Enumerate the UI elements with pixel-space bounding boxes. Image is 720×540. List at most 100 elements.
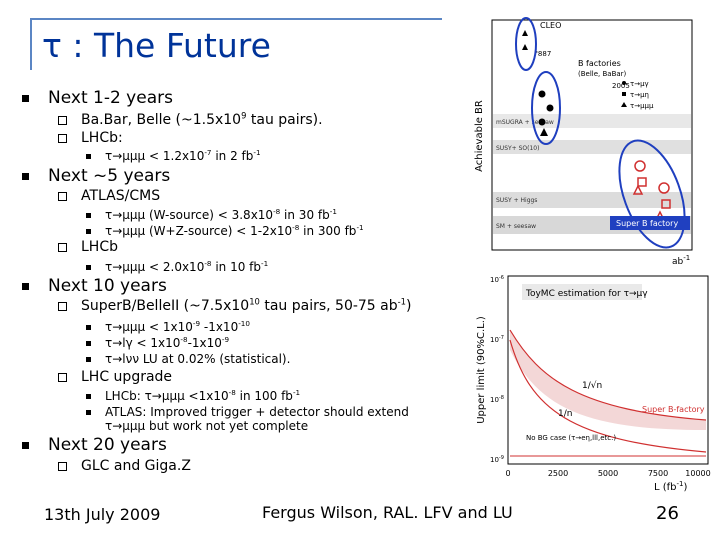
bullet-lhc-upgrade-atlas-cont: τ→μμμ but work not yet complete — [105, 419, 309, 433]
cleo-label: CLEO — [540, 21, 561, 30]
superb-marker — [637, 177, 647, 187]
bullet-square-icon — [22, 282, 29, 290]
bullet-small-square-icon — [86, 341, 91, 346]
cleo-ellipse — [515, 17, 537, 71]
bullet-glc-gigaz: GLC and Giga.Z — [58, 458, 191, 474]
bullet-hollow-square-icon — [58, 133, 67, 143]
x-tick-label: 5000 — [598, 469, 618, 478]
label-superb-factory: Super B-factory — [642, 405, 705, 414]
label-no-bg: No BG case (τ→eη,lll,etc.) — [526, 434, 616, 442]
bullet-small-square-icon — [86, 229, 91, 234]
bfactories-ellipse — [531, 71, 561, 145]
x-axis-label: L (fb-1) — [654, 480, 688, 493]
bullet-lhc-upgrade: LHC upgrade — [58, 369, 172, 385]
superb-banner — [610, 216, 690, 230]
model-label-sm-seesaw: SM + seesaw — [496, 223, 536, 230]
bullet-next-10-years: Next 10 years — [22, 276, 167, 296]
bullet-hollow-square-icon — [58, 191, 67, 201]
year-2005-label: 2005 — [612, 82, 630, 90]
superb-label: Super B factory — [616, 219, 678, 228]
bullet-superb-lgamma: τ→lγ < 1x10-8-1x10-9 — [86, 336, 229, 350]
y-tick-label: 10-8 — [490, 395, 504, 404]
bullet-small-square-icon — [86, 325, 91, 330]
y-tick-label: 10-7 — [490, 335, 504, 344]
plot-frame — [491, 19, 693, 251]
bullet-small-square-icon — [86, 410, 91, 415]
bullet-babar-belle: Ba.Bar, Belle (~1.5x109 tau pairs). — [58, 111, 323, 128]
bullet-lhcb-2-limit: τ→μμμ < 2.0x10-8 in 10 fb-1 — [86, 260, 268, 274]
slide-title: τ : The Future — [42, 26, 271, 65]
bullet-lhc-upgrade-lhcb: LHCb: τ→μμμ <1x10-8 in 100 fb-1 — [86, 389, 300, 403]
bullet-square-icon — [22, 441, 29, 449]
bfactory-marker — [540, 128, 548, 136]
bullet-hollow-square-icon — [58, 242, 67, 252]
label-1-over-n: 1/n — [558, 409, 572, 419]
bullet-next-1-2-years: Next 1-2 years — [22, 88, 173, 108]
year-1987-label: '887 — [536, 50, 551, 58]
plot-caption: ToyMC estimation for τ→μγ — [525, 289, 648, 299]
bullet-lhc-upgrade-atlas: ATLAS: Improved trigger + detector shoul… — [86, 405, 409, 419]
bfactory-marker — [538, 118, 546, 126]
bullet-square-icon — [22, 94, 29, 102]
y-tick-label: 10-9 — [490, 455, 504, 464]
bullet-lhcb-2: LHCb — [58, 239, 118, 255]
legend-marker — [621, 102, 627, 107]
legend-marker — [622, 81, 626, 85]
bullet-superb-mumumu: τ→μμμ < 1x10-9 -1x10-10 — [86, 320, 250, 334]
bfactory-marker — [538, 90, 546, 98]
bullet-small-square-icon — [86, 394, 91, 399]
ab-unit-label: ab-1 — [672, 254, 690, 267]
bullet-hollow-square-icon — [58, 372, 67, 382]
bullet-lhcb-limit: τ→μμμ < 1.2x10-7 in 2 fb-1 — [86, 149, 261, 163]
cleo-marker — [522, 30, 528, 36]
bullet-atlas-w: τ→μμμ (W-source) < 3.8x10-8 in 30 fb-1 — [86, 208, 337, 222]
x-tick-label: 10000 — [685, 469, 710, 478]
curve-1-over-sqrt-n — [509, 329, 707, 421]
band-higgs — [493, 192, 691, 208]
bullet-next-20-years: Next 20 years — [22, 435, 167, 455]
bullet-small-square-icon — [86, 213, 91, 218]
label-1-over-sqrt-n: 1/√n — [582, 380, 602, 391]
curve-1-over-n — [509, 339, 707, 453]
superb-ellipse — [618, 139, 686, 249]
x-tick-label: 7500 — [648, 469, 668, 478]
bullet-superb-lu: τ→lνν LU at 0.02% (statistical). — [86, 352, 290, 366]
legend-entry-mumumu: τ→μμμ — [630, 102, 654, 110]
bullet-hollow-square-icon — [58, 301, 67, 311]
page-number: 26 — [656, 503, 679, 524]
bfactory-marker — [546, 104, 554, 112]
footer-date: 13th July 2009 — [44, 505, 161, 524]
y-axis-label: Achievable BR — [474, 100, 485, 172]
bfactories-label: B factories — [578, 59, 621, 68]
superb-marker — [632, 184, 644, 195]
model-label-higgs: SUSY + Higgs — [496, 197, 537, 204]
shaded-band — [510, 330, 706, 430]
caption-box — [522, 284, 642, 300]
legend-marker — [622, 92, 626, 96]
footer-author: Fergus Wilson, RAL. LFV and LU — [262, 503, 513, 522]
superb-marker — [658, 182, 670, 194]
bullet-superb: SuperB/BelleII (~7.5x1010 tau pairs, 50-… — [58, 297, 411, 314]
model-label-so10: SUSY+ SO(10) — [496, 145, 539, 152]
bullet-next-5-years: Next ~5 years — [22, 166, 170, 186]
superb-marker — [634, 160, 646, 172]
upper-limit-figure: Upper limit (90%C.L.) ToyMC estimation f… — [470, 270, 714, 496]
bullet-atlas-cms: ATLAS/CMS — [58, 188, 160, 204]
bullet-lhcb: LHCb: — [58, 130, 123, 146]
legend-entry-mugamma: τ→μγ — [630, 80, 649, 88]
superb-marker — [661, 199, 671, 209]
bullet-small-square-icon — [86, 265, 91, 270]
bullet-small-square-icon — [86, 357, 91, 362]
bfactories-label-2: (Belle, BaBar) — [578, 70, 627, 78]
bullet-hollow-square-icon — [58, 461, 67, 471]
bullet-square-icon — [22, 172, 29, 180]
model-label-msugra: mSUGRA + seesaw — [496, 119, 554, 126]
y-tick-label: 10-6 — [490, 275, 504, 284]
legend-entry-mueta: τ→μη — [630, 91, 649, 99]
bullet-hollow-square-icon — [58, 115, 67, 125]
achievable-br-figure: Achievable BR mSUGRA + seesaw SUSY+ SO(1… — [470, 16, 714, 270]
bullet-small-square-icon — [86, 154, 91, 159]
x-tick-label: 0 — [505, 469, 510, 478]
x-tick-label: 2500 — [548, 469, 568, 478]
title-frame — [30, 18, 442, 70]
